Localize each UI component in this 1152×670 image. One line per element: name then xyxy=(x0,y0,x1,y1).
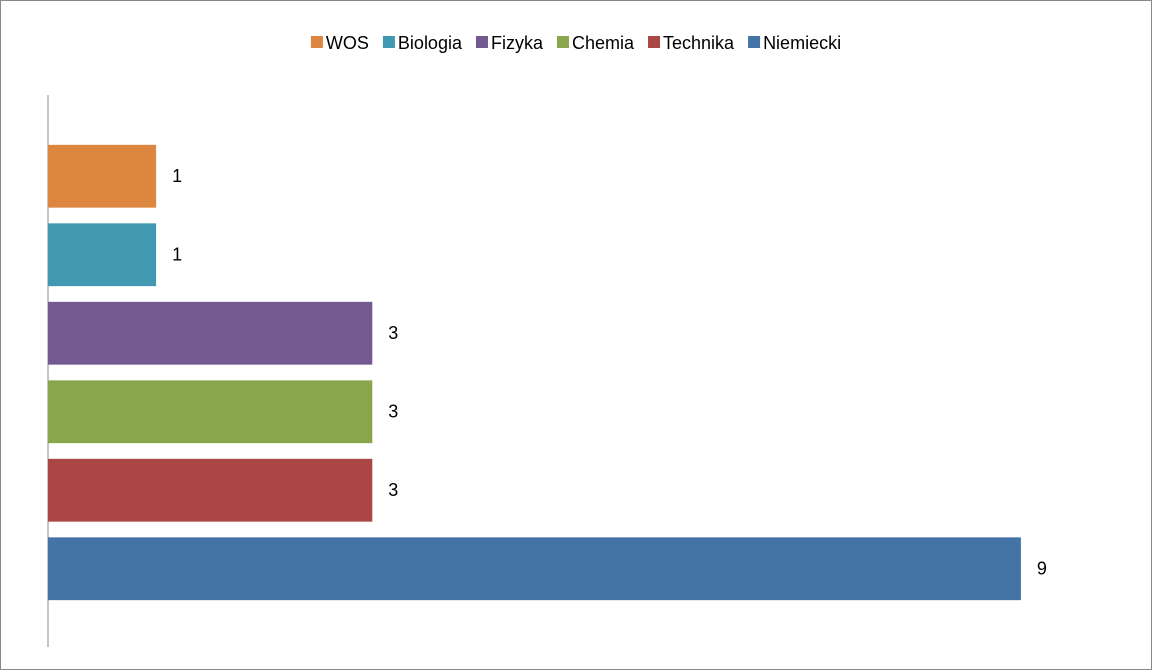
bar xyxy=(48,223,157,287)
legend-swatch xyxy=(382,36,395,48)
legend-swatch xyxy=(556,36,569,48)
data-label: 3 xyxy=(388,323,398,343)
data-label: 1 xyxy=(172,245,182,265)
bar xyxy=(48,301,373,365)
bar xyxy=(48,144,157,208)
legend-swatch xyxy=(475,36,488,48)
legend: WOS Biologia Fizyka Chemia Technika Niemiecki xyxy=(310,33,841,53)
legend-label: WOS xyxy=(326,33,369,53)
data-label: 3 xyxy=(388,402,398,422)
data-label: 3 xyxy=(388,480,398,500)
bar xyxy=(48,537,1021,601)
legend-label: Technika xyxy=(663,33,735,53)
data-label: 1 xyxy=(172,166,182,186)
legend-swatch xyxy=(748,36,761,48)
bar xyxy=(48,458,373,522)
legend-swatch xyxy=(648,36,661,48)
legend-swatch xyxy=(310,36,323,48)
legend-label: Chemia xyxy=(572,33,635,53)
legend-label: Niemiecki xyxy=(763,33,841,53)
data-label: 9 xyxy=(1037,559,1047,579)
bar xyxy=(48,380,373,444)
legend-label: Fizyka xyxy=(491,33,544,53)
legend-label: Biologia xyxy=(398,33,463,53)
